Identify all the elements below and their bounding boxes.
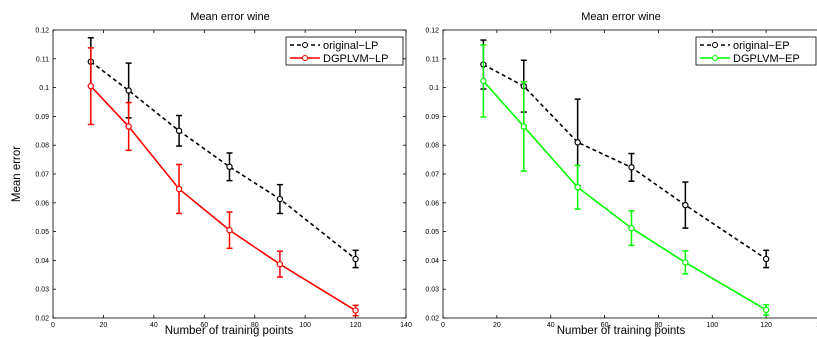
right-legend-marker-original-ep (712, 42, 718, 48)
right-series-original-point (628, 164, 635, 171)
right-series-original-point (574, 139, 581, 146)
left-legend-marker-dgplvm-lp (302, 55, 308, 61)
left-y-axis-label: Mean error (11, 146, 23, 202)
left-chart-title: Mean error wine (190, 11, 269, 23)
right-chart: Mean error wine Number of training point… (425, 11, 817, 337)
right-legend-box (695, 36, 817, 66)
right-series-original-line (483, 63, 767, 260)
left-legend-label-original-lp: original−LP (323, 40, 378, 52)
right-x-tick-label: 0 (441, 322, 445, 329)
right-y-tick-label: 0.08 (425, 143, 439, 150)
right-series-dgplvm-point (762, 306, 770, 314)
right-y-tick-label: 0.11 (426, 56, 439, 63)
left-x-tick-label: 120 (350, 322, 362, 329)
right-y-tick-label: 0.1 (429, 85, 439, 92)
left-x-tick-label: 60 (200, 322, 208, 329)
right-series-dgplvm-line (482, 80, 767, 311)
left-x-ticks: 0 20 40 60 80 100 120 140 (51, 30, 412, 329)
right-x-tick-label: 60 (601, 322, 609, 329)
right-y-ticks: 0.02 0.03 0.04 0.05 0.06 0.07 0.08 0.09 0.1 0.11 0… (425, 28, 446, 323)
left-y-tick-label: 0.11 (36, 56, 49, 63)
left-chart: Mean error wine Number of training point… (11, 11, 412, 337)
right-y-tick-label: 0.05 (425, 229, 439, 236)
left-series-dgplvm-point (276, 260, 284, 268)
right-y-tick-label: 0.02 (425, 316, 439, 323)
left-series-dgplvm-point (87, 82, 95, 90)
left-x-tick-label: 0 (51, 322, 55, 329)
right-series-layer (480, 39, 770, 316)
right-legend: original−EP DGPLVM−EP (695, 36, 817, 66)
left-y-tick-label: 0.09 (35, 114, 49, 121)
right-y-tick-label: 0.12 (425, 28, 439, 35)
right-legend-marker-dgplvm-ep (712, 55, 718, 61)
left-series-original-point (226, 163, 233, 170)
left-y-tick-label: 0.04 (35, 258, 49, 265)
left-x-axis-label: Number of training points (165, 325, 294, 337)
left-legend-label-dgplvm-lp: DGPLVM−LP (323, 53, 389, 65)
left-y-ticks: 0.02 0.03 0.04 0.05 0.06 0.07 0.08 0.09 0.1 0.11 0… (35, 28, 406, 323)
left-series-dgplvm-line (90, 85, 356, 312)
left-legend-marker-original-lp (302, 42, 308, 48)
left-series-original-point (125, 87, 132, 94)
left-series-dgplvm-point (125, 123, 132, 130)
left-series-dgplvm-point (175, 185, 183, 193)
right-series-dgplvm-point (574, 184, 581, 191)
left-series-original-point (175, 127, 183, 134)
right-y-tick-label: 0.07 (425, 172, 439, 179)
right-legend-label-dgplvm-ep: DGPLVM−EP (733, 53, 800, 65)
left-series-dgplvm-point (226, 226, 233, 234)
left-y-tick-label: 0.03 (35, 287, 49, 294)
left-x-tick-label: 20 (100, 322, 108, 329)
right-series-original-point (762, 255, 770, 263)
right-chart-title: Mean error wine (581, 11, 660, 23)
right-series-dgplvm-point (520, 123, 527, 130)
left-series-dgplvm-point (352, 307, 359, 314)
left-x-tick-label: 40 (150, 322, 158, 329)
left-y-tick-label: 0.12 (35, 28, 49, 35)
right-series-dgplvm-point (628, 224, 635, 232)
left-y-tick-label: 0.08 (35, 143, 49, 150)
right-x-tick-label: 20 (493, 322, 501, 329)
left-series-layer (87, 37, 359, 317)
right-x-tick-label: 120 (760, 322, 772, 329)
left-y-tick-label: 0.1 (39, 85, 49, 92)
right-series-original-point (682, 201, 689, 209)
right-series-dgplvm-point (480, 77, 487, 85)
right-y-tick-label: 0.03 (425, 287, 439, 294)
right-legend-label-original-ep: original−EP (733, 40, 790, 52)
left-series-original-line (90, 61, 357, 260)
left-series-original-point (276, 195, 284, 203)
left-y-tick-label: 0.07 (35, 172, 49, 179)
left-x-tick-label: 100 (299, 322, 311, 329)
left-y-tick-label: 0.06 (35, 200, 49, 207)
right-y-tick-label: 0.09 (425, 114, 439, 121)
left-legend: original−LP DGPLVM−LP (285, 36, 404, 66)
left-y-tick-label: 0.05 (35, 229, 49, 236)
right-y-tick-label: 0.06 (425, 200, 439, 207)
left-x-tick-label: 140 (400, 322, 412, 329)
left-x-tick-label: 80 (251, 322, 259, 329)
right-x-axis-label: Number of training points (557, 325, 686, 337)
right-x-tick-label: 100 (706, 322, 718, 329)
right-y-tick-label: 0.04 (425, 258, 439, 265)
left-series-original-point (352, 255, 359, 263)
right-x-tick-label: 80 (655, 322, 663, 329)
left-y-tick-label: 0.02 (35, 316, 49, 323)
right-x-tick-label: 40 (547, 322, 555, 329)
right-series-dgplvm-point (682, 259, 689, 266)
